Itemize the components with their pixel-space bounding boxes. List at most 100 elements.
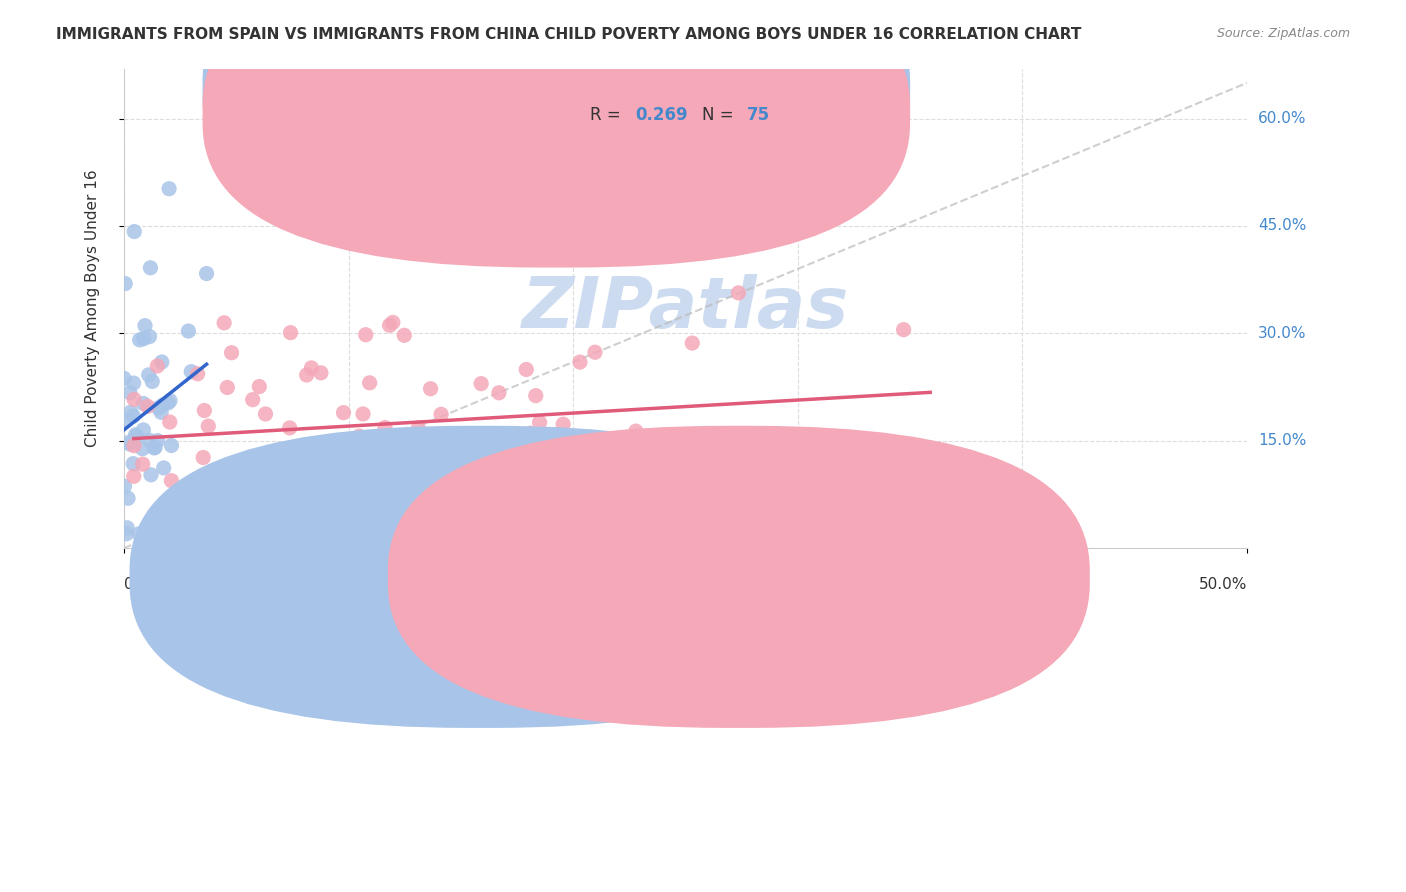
Point [118,435,141,450]
Point [139,434,162,448]
Point [122,469,145,483]
Point [681,336,703,351]
Point [335,526,357,541]
Point [247,379,270,393]
Point [378,318,401,333]
Point [470,376,492,391]
Point [396,464,419,478]
Text: N =: N = [703,82,740,100]
Point [170,489,193,503]
Point [141,375,163,389]
Text: 30.0%: 30.0% [1258,326,1306,341]
Point [515,362,537,376]
Point [128,333,150,347]
FancyBboxPatch shape [388,425,1090,728]
Point [374,420,396,434]
Point [354,327,377,342]
Point [124,427,146,442]
Point [159,393,181,408]
Point [115,526,138,541]
Point [195,508,218,523]
Point [128,526,150,541]
Point [402,443,425,458]
Point [198,466,221,480]
Text: Immigrants from China: Immigrants from China [766,577,942,592]
Point [139,260,162,275]
Point [920,441,942,455]
Point [307,505,329,519]
Point [519,426,541,441]
Point [278,421,301,435]
Point [408,421,430,435]
Point [122,409,145,424]
Point [711,459,734,474]
Text: 15.0%: 15.0% [1258,434,1306,448]
Text: 0.269: 0.269 [636,106,688,124]
Point [381,483,404,498]
Point [152,398,174,412]
Point [606,500,628,514]
Point [638,483,661,497]
Point [134,526,156,541]
Point [197,419,219,434]
Point [118,437,141,451]
Point [177,324,200,338]
Text: 0.0%: 0.0% [124,577,163,592]
Point [152,461,174,475]
Point [510,444,533,458]
Point [332,453,354,467]
Point [132,396,155,410]
Point [115,521,138,535]
Point [454,430,477,444]
Point [120,405,142,419]
Point [122,457,145,471]
Text: R =: R = [591,82,626,100]
Point [280,326,302,340]
Point [138,329,160,343]
Point [131,442,153,456]
Point [193,450,215,465]
Point [195,267,218,281]
Point [205,511,228,525]
Point [295,368,318,382]
Point [240,491,263,505]
Text: 45.0%: 45.0% [1258,219,1306,234]
Text: R =: R = [591,106,626,124]
Point [134,318,156,333]
Point [394,328,416,343]
Point [893,323,915,337]
Point [254,407,277,421]
Point [568,355,591,369]
Point [583,345,606,359]
Point [112,371,135,385]
Point [488,385,510,400]
Point [332,406,354,420]
Point [309,366,332,380]
Text: Source: ZipAtlas.com: Source: ZipAtlas.com [1216,27,1350,40]
Point [124,225,146,239]
Point [727,285,749,300]
Point [143,441,166,455]
Point [146,359,169,373]
Point [115,413,138,427]
Point [159,415,181,429]
Point [212,316,235,330]
Point [217,380,239,394]
Point [299,360,322,375]
Point [221,345,243,359]
Point [146,434,169,448]
Point [419,382,441,396]
Point [381,315,404,329]
Point [117,491,139,506]
Point [519,526,541,541]
Point [138,368,160,382]
Text: 0.316: 0.316 [636,82,688,100]
FancyBboxPatch shape [202,0,910,268]
Point [165,526,187,541]
Point [114,277,136,291]
Point [187,367,209,381]
FancyBboxPatch shape [202,0,910,244]
Point [122,392,145,407]
Point [122,439,145,453]
Point [139,467,162,482]
